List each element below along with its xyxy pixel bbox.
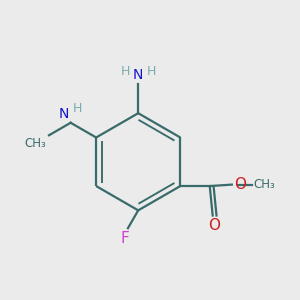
Text: H: H <box>120 65 130 78</box>
Text: O: O <box>208 218 220 233</box>
Text: H: H <box>147 65 156 78</box>
Text: N: N <box>133 68 143 82</box>
Text: F: F <box>121 231 129 246</box>
Text: H: H <box>72 102 82 116</box>
Text: CH₃: CH₃ <box>24 137 46 150</box>
Text: N: N <box>59 107 69 121</box>
Text: O: O <box>234 176 246 191</box>
Text: CH₃: CH₃ <box>253 178 275 191</box>
